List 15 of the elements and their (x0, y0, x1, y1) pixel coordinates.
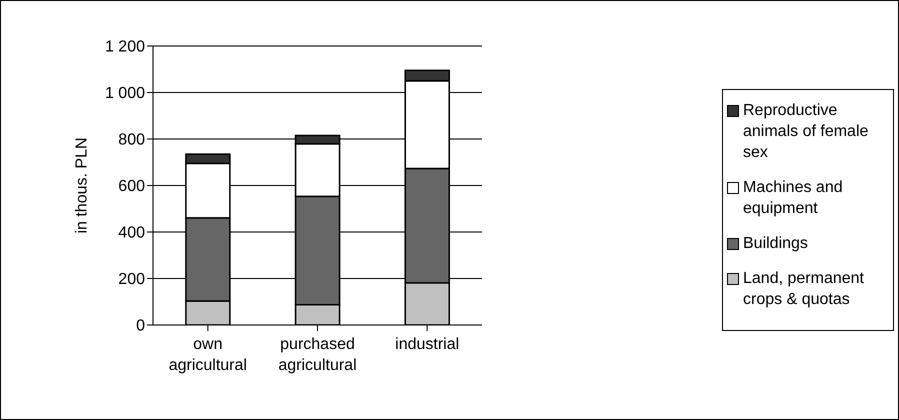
legend-label: Land, permanent crops & quotas (743, 269, 865, 310)
y-tick-label: 800 (118, 132, 146, 149)
legend-label: Machines and equipment (743, 178, 844, 219)
y-tick-label: 1 200 (104, 38, 146, 56)
x-tick-label: purchased agricultural (278, 336, 357, 374)
x-tick-label: industrial (395, 336, 460, 353)
x-tick-label: own agricultural (168, 336, 247, 374)
legend-label: Reproductive animals of female sex (743, 101, 870, 163)
y-tick-label: 600 (118, 178, 146, 196)
y-tick-label: 200 (118, 271, 146, 288)
y-axis-title: in thous. PLN (74, 137, 91, 234)
y-tick-label: 0 (136, 318, 146, 335)
y-tick-label: 400 (118, 224, 146, 242)
y-tick-label: 1 000 (104, 85, 146, 102)
legend-label: Buildings (743, 234, 808, 254)
